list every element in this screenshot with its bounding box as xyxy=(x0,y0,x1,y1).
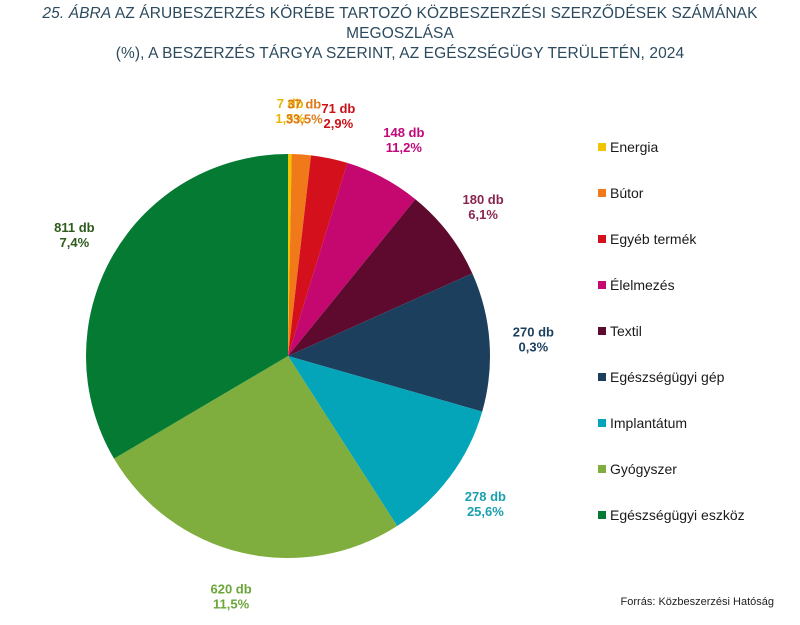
chart-title: 25. ÁBRA AZ ÁRUBESZERZÉS KÖRÉBE TARTOZÓ … xyxy=(0,4,800,64)
pie-slice-egeszsegugyi-gep xyxy=(288,273,490,412)
pie-slice-egyeb-termek xyxy=(288,155,348,356)
legend-item-egyeb-termek: Egyéb termék xyxy=(598,216,798,262)
legend-swatch xyxy=(598,281,606,289)
title-line-2: (%), A BESZERZÉS TÁRGYA SZERINT, AZ EGÉS… xyxy=(115,45,685,62)
count-label-energia: 7 db xyxy=(277,96,304,111)
legend-item-butor: Bútor xyxy=(598,170,798,216)
legend-item-egeszsegugyi-eszkoz: Egészségügyi eszköz xyxy=(598,492,798,538)
count-label-egeszsegugyi-gep: 270 db xyxy=(513,324,554,339)
count-label-egeszsegugyi-eszkoz: 811 db xyxy=(54,220,95,235)
legend-swatch xyxy=(598,143,606,151)
count-label-textil: 180 db xyxy=(462,192,503,207)
pie-slice-gyogyszer xyxy=(114,356,398,558)
legend-item-gyogyszer: Gyógyszer xyxy=(598,446,798,492)
pie-slice-egeszsegugyi-eszkoz xyxy=(86,154,289,459)
pie-slice-elelmezes xyxy=(288,162,416,356)
pct-label-egeszsegugyi-eszkoz: 7,4% xyxy=(60,235,90,250)
source-note: Forrás: Közbeszerzési Hatóság xyxy=(620,596,774,608)
pct-label-egyeb-termek: 2,9% xyxy=(324,116,354,131)
pie-slice-textil xyxy=(288,199,473,356)
count-label-elelmezes: 148 db xyxy=(383,125,424,140)
count-label-gyogyszer: 620 db xyxy=(210,581,251,596)
legend-item-egeszsegugyi-gep: Egészségügyi gép xyxy=(598,354,798,400)
legend-item-elelmezes: Élelmezés xyxy=(598,262,798,308)
legend-label: Élelmezés xyxy=(610,277,675,293)
legend-swatch xyxy=(598,327,606,335)
legend-item-energia: Energia xyxy=(598,124,798,170)
legend-label: Egészségügyi eszköz xyxy=(610,507,745,523)
legend-swatch xyxy=(598,465,606,473)
legend-swatch xyxy=(598,511,606,519)
pct-label-egeszsegugyi-gep: 0,3% xyxy=(519,339,549,354)
legend-swatch xyxy=(598,419,606,427)
pie-slice-implantatum xyxy=(288,356,483,526)
legend-label: Gyógyszer xyxy=(610,461,677,477)
legend-swatch xyxy=(598,373,606,381)
legend-swatch xyxy=(598,235,606,243)
pie-slice-butor xyxy=(288,154,312,356)
legend: Energia Bútor Egyéb termék Élelmezés Textil E… xyxy=(598,124,798,538)
count-label-butor: 37 db xyxy=(287,97,321,112)
legend-label: Egészségügyi gép xyxy=(610,369,725,385)
pct-label-textil: 6,1% xyxy=(468,207,498,222)
pct-label-implantatum: 25,6% xyxy=(467,504,504,519)
legend-label: Bútor xyxy=(610,185,644,201)
legend-label: Energia xyxy=(610,139,659,155)
count-label-implantatum: 278 db xyxy=(465,489,506,504)
figure-number: 25. ÁBRA xyxy=(42,5,112,22)
legend-swatch xyxy=(598,189,606,197)
pct-label-gyogyszer: 11,5% xyxy=(213,596,250,611)
pct-label-butor: 33,5% xyxy=(286,112,323,127)
pct-label-elelmezes: 11,2% xyxy=(386,140,423,155)
legend-item-textil: Textil xyxy=(598,308,798,354)
title-line-1: AZ ÁRUBESZERZÉS KÖRÉBE TARTOZÓ KÖZBESZER… xyxy=(114,5,758,42)
count-label-egyeb-termek: 71 db xyxy=(321,101,355,116)
pie-slice-energia xyxy=(288,154,292,356)
pct-label-energia: 1,5% xyxy=(275,111,305,126)
legend-label: Textil xyxy=(610,323,642,339)
legend-label: Implantátum xyxy=(610,415,688,431)
legend-label: Egyéb termék xyxy=(610,231,697,247)
legend-item-implantatum: Implantátum xyxy=(598,400,798,446)
